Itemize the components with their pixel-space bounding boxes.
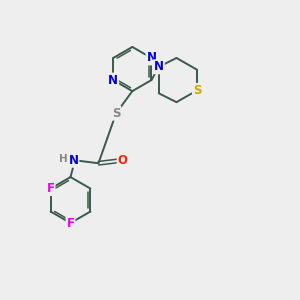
Text: F: F — [67, 217, 74, 230]
Text: N: N — [154, 60, 164, 73]
Text: N: N — [146, 52, 157, 64]
Text: H: H — [59, 154, 68, 164]
Text: S: S — [193, 84, 201, 97]
Text: N: N — [108, 74, 118, 87]
Text: O: O — [118, 154, 128, 167]
Text: F: F — [46, 182, 55, 195]
Text: N: N — [68, 154, 78, 167]
Text: S: S — [112, 107, 120, 120]
